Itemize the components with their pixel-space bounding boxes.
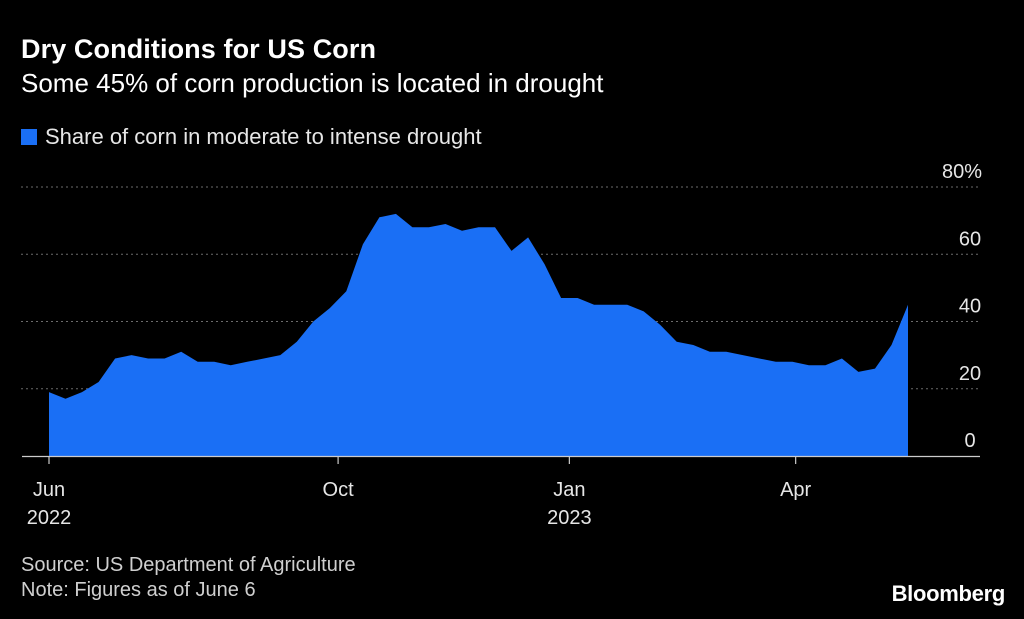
series-area-shape [49,213,908,456]
y-tick-label: 20 [959,363,981,385]
bloomberg-logo: Bloomberg [891,581,1006,606]
chart-title: Dry Conditions for US Corn [21,34,377,64]
legend: Share of corn in moderate to intense dro… [21,124,482,150]
x-tick-year-label: 2023 [547,507,592,529]
source-note: Source: US Department of Agriculture [21,554,356,576]
chart-subtitle: Some 45% of corn production is located i… [21,68,604,98]
x-tick-label: Jan [553,479,585,501]
legend-swatch [21,129,37,145]
x-axis-ticks: Jun 2022 Oct Jan 2023 Apr [27,456,812,529]
x-tick-label: Apr [780,479,811,501]
x-tick-year-label: 2022 [27,507,72,529]
x-tick-label: Jun [33,479,65,501]
legend-label: Share of corn in moderate to intense dro… [45,124,482,149]
y-tick-label: 60 [959,228,981,250]
figures-note: Note: Figures as of June 6 [21,579,256,601]
y-tick-label: 80% [942,161,982,183]
y-axis-ticks: 0 20 40 60 80% [942,161,982,452]
y-tick-label: 0 [964,430,975,452]
chart-area: 0 20 40 60 80% Jun 2022 Oct Jan 2023 Apr [21,161,982,529]
series-area [49,213,908,456]
y-tick-label: 40 [959,296,981,318]
x-tick-label: Oct [323,479,355,501]
